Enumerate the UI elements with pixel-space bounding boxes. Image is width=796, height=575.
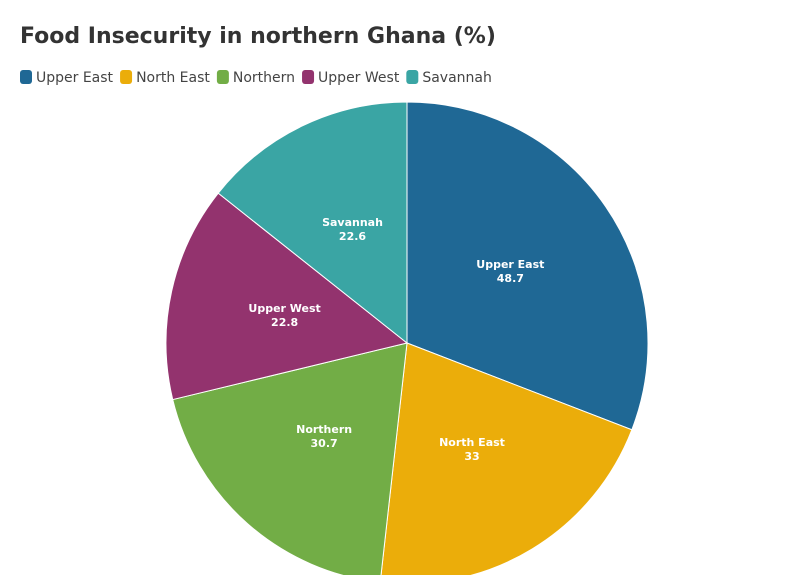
chart-title: Food Insecurity in northern Ghana (%): [20, 24, 496, 49]
slice-value: 48.7: [497, 272, 524, 285]
legend-label: Upper East: [36, 70, 114, 86]
pie-slice: [380, 342, 633, 575]
slice-label: Upper West: [248, 302, 320, 315]
slice-label: Upper East: [476, 258, 544, 271]
pie-slice: [406, 101, 649, 431]
slice-label: North East: [439, 436, 505, 449]
pie-slice: [165, 192, 409, 401]
legend-swatch: [216, 70, 229, 84]
slice-value: 22.6: [339, 230, 366, 243]
legend-swatch: [20, 70, 32, 84]
slice-label: Northern: [296, 423, 352, 436]
pie-slice: [217, 101, 408, 345]
slice-value: 22.8: [271, 316, 298, 329]
slice-value: 33: [464, 450, 479, 463]
pie-slice: [172, 342, 408, 575]
legend-label: Upper West: [318, 70, 400, 86]
legend-label: Savannah: [422, 70, 492, 86]
slice-label: Savannah: [322, 216, 383, 229]
legend-label: North East: [136, 70, 210, 86]
legend-swatch: [406, 70, 419, 84]
legend-swatch: [120, 70, 133, 84]
legend-swatch: [302, 70, 315, 84]
slice-value: 30.7: [311, 437, 338, 450]
legend-label: Northern: [233, 70, 295, 86]
